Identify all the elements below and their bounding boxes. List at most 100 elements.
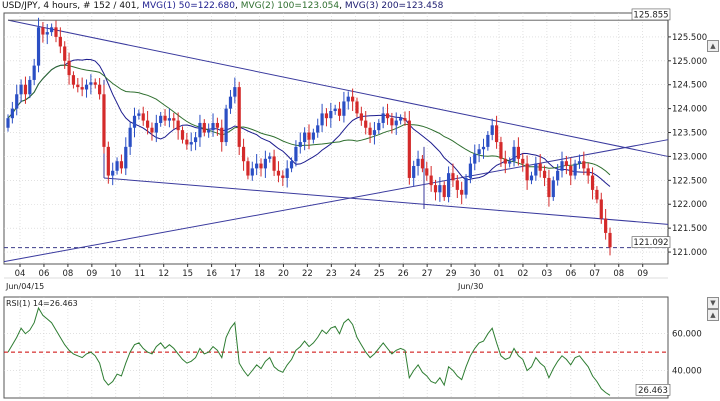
candle-up — [377, 122, 381, 131]
candle-up — [486, 134, 490, 147]
x-tick-label: 03 — [541, 269, 552, 279]
candle-down — [98, 84, 102, 95]
x-tick-label: 04 — [15, 269, 26, 279]
candle-up — [28, 79, 32, 95]
candle-down — [525, 163, 529, 181]
rsi-y-tick-label: 40.000 — [672, 366, 702, 376]
candle-down — [41, 27, 45, 35]
candle-up — [311, 132, 315, 140]
x-tick-label: 29 — [446, 269, 457, 279]
candle-down — [499, 142, 503, 159]
price-marker-label: 121.092 — [633, 238, 668, 248]
candle-down — [272, 156, 276, 171]
y-tick-label: 124.000 — [672, 105, 707, 115]
candle-up — [464, 177, 468, 195]
candle-up — [193, 137, 198, 143]
candle-up — [573, 163, 577, 176]
candle-up — [512, 146, 516, 162]
x-tick-label: 30 — [470, 269, 481, 279]
candle-down — [237, 87, 241, 147]
y-tick-label: 125.500 — [672, 33, 707, 43]
candle-up — [473, 154, 477, 164]
candle-up — [132, 115, 137, 128]
price-marker-box — [631, 8, 671, 21]
candle-down — [460, 189, 464, 195]
x-tick-label: 25 — [374, 269, 385, 279]
x-tick-label: 07 — [589, 269, 600, 279]
candle-up — [381, 113, 385, 123]
candle-up — [303, 132, 307, 143]
mvg3-label: MVG(3) 200=123.458 — [344, 1, 444, 11]
candle-down — [281, 175, 285, 178]
rsi-panel-expand-icon[interactable]: ▲ — [707, 309, 719, 321]
candle-down — [599, 199, 603, 219]
candle-up — [15, 94, 19, 109]
y-tick-label: 122.500 — [672, 176, 707, 186]
candle-down — [564, 161, 568, 166]
x-tick-label: 08 — [613, 269, 624, 279]
candle-down — [355, 101, 359, 114]
chart-header: USD/JPY, 4 hours, # 152 / 401, MVG(1) 50… — [2, 1, 443, 12]
x-tick-label: 17 — [230, 269, 241, 279]
x-tick-label: 08 — [62, 269, 73, 279]
candle-up — [416, 158, 420, 166]
rsi-marker-label: 26.463 — [638, 386, 668, 396]
candle-down — [276, 170, 281, 176]
candle-up — [207, 130, 211, 133]
candle-up — [490, 125, 494, 135]
candle-down — [141, 113, 145, 121]
x-tick-label: 18 — [254, 269, 265, 279]
rsi-y-tick-label: 60.000 — [672, 330, 702, 340]
mvg2-label: MVG(2) 100=123.054 — [240, 1, 340, 11]
candle-down — [102, 94, 106, 147]
candle-up — [529, 175, 534, 181]
symbol-label: USD/JPY — [2, 1, 38, 11]
rsi-marker-box — [635, 384, 671, 396]
candle-up — [124, 146, 128, 169]
date-sub-label: Jun/04/15 — [5, 282, 44, 291]
y-tick-label: 121.500 — [672, 224, 707, 234]
main-panel-scroll-icon[interactable]: ▲ — [707, 40, 719, 52]
candle-up — [189, 142, 193, 145]
candle-up — [577, 161, 582, 164]
candle-up — [329, 111, 333, 119]
candle-down — [403, 118, 407, 121]
candle-up — [446, 173, 451, 198]
candle-down — [145, 120, 150, 128]
candle-down — [337, 108, 342, 116]
candle-down — [390, 118, 394, 126]
candle-down — [176, 120, 180, 131]
x-tick-label: 26 — [398, 269, 409, 279]
rsi-panel-frame — [3, 296, 669, 399]
candle-up — [333, 108, 337, 112]
candle-up — [228, 96, 233, 109]
candle-down — [220, 127, 224, 143]
candle-down — [172, 118, 176, 121]
candle-down — [259, 163, 263, 169]
candle-down — [608, 232, 612, 248]
candle-up — [10, 108, 14, 119]
candle-down — [385, 113, 390, 119]
candle-up — [399, 118, 403, 121]
header-sep-2: , — [339, 1, 345, 11]
candle-up — [263, 158, 267, 169]
candle-up — [32, 65, 36, 80]
x-tick-label: 27 — [422, 269, 433, 279]
candle-up — [89, 82, 93, 85]
candle-down — [163, 115, 167, 121]
candle-up — [84, 84, 89, 90]
candle-down — [359, 113, 363, 121]
candle-up — [289, 161, 294, 169]
x-tick-label: 10 — [110, 269, 121, 279]
candle-down — [521, 158, 525, 164]
candle-down — [542, 170, 547, 178]
candle-down — [425, 168, 429, 176]
candle-down — [368, 127, 372, 135]
main-panel-expand-icon[interactable]: ▼ — [707, 297, 719, 309]
candle-down — [119, 161, 124, 169]
candle-up — [285, 168, 289, 178]
trend-line — [7, 19, 669, 157]
candle-down — [180, 130, 185, 140]
candle-up — [6, 118, 10, 128]
